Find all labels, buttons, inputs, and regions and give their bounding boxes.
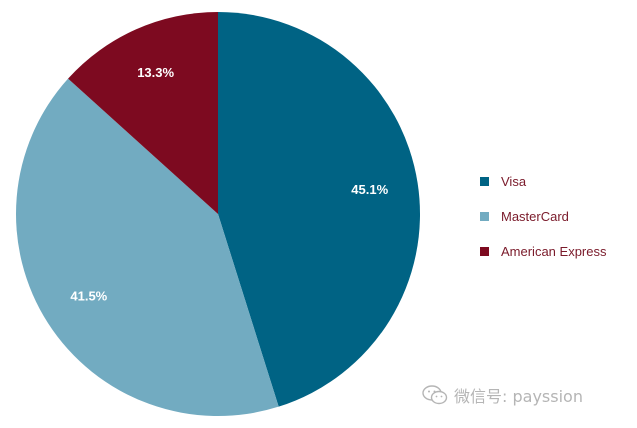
pie-slice-mastercard [15,78,279,416]
legend-swatch-american-express [480,246,489,256]
data-label-mastercard: 41.5% [70,288,107,303]
chart-legend: Visa MasterCard American Express [480,172,606,260]
data-label-visa: 45.1% [351,182,388,197]
pie-slice-visa [218,12,421,407]
legend-label-visa: Visa [501,173,527,189]
legend-item-mastercard: MasterCard [480,207,606,225]
legend-label-american-express: American Express [501,243,607,259]
legend-swatch-visa [480,176,489,186]
pie-slice-american-express [68,12,218,214]
data-label-american-express: 13.3% [137,65,174,80]
watermark-text: 微信号: payssion [454,387,583,406]
wechat-icon [422,385,448,405]
legend-swatch-mastercard [480,211,489,221]
pie-labels: 45.1% 41.5% 13.3% [70,65,388,303]
legend-label-mastercard: MasterCard [501,208,569,224]
legend-item-american-express: American Express [480,242,606,260]
pie-slices [15,12,421,416]
watermark: 微信号: payssion [422,383,583,407]
legend-item-visa: Visa [480,172,606,190]
